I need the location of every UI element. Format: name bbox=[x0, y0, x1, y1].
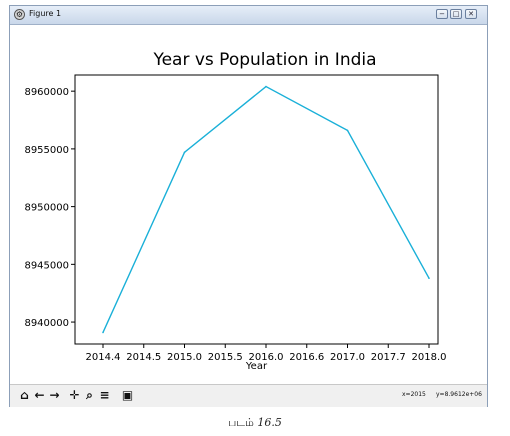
y-tick-label: 8955000 bbox=[24, 145, 69, 156]
y-axis: 8940000 8945000 8950000 8955000 8960000 bbox=[24, 87, 75, 329]
x-tick-label: 2015.5 bbox=[208, 352, 243, 363]
figure-caption: படம் 16.5 bbox=[0, 416, 510, 431]
zoom-icon[interactable]: ⌕ bbox=[86, 388, 93, 402]
data-point bbox=[346, 129, 349, 132]
caption-prefix: படம் bbox=[228, 416, 254, 429]
chart-title: Year vs Population in India bbox=[152, 50, 376, 70]
x-tick-label: 2017.0 bbox=[330, 352, 365, 363]
close-button[interactable]: ✕ bbox=[465, 9, 477, 19]
x-tick-label: 2017.7 bbox=[371, 352, 406, 363]
y-tick-label: 8940000 bbox=[24, 318, 69, 329]
series-group bbox=[102, 85, 430, 334]
figure-canvas[interactable]: Year vs Population in India 8940000 89450… bbox=[10, 25, 487, 384]
save-icon[interactable]: ▣ bbox=[121, 388, 134, 402]
caption-number: 16.5 bbox=[257, 416, 282, 429]
x-tick-label: 2015.0 bbox=[167, 352, 202, 363]
x-axis: 2014.4 2014.5 2015.0 2015.5 2016.0 2016.6 2017… bbox=[86, 344, 447, 363]
subplots-config-icon[interactable]: ≡ bbox=[99, 388, 110, 402]
y-tick-label: 8945000 bbox=[24, 260, 69, 271]
cursor-x-readout: x=2015 bbox=[402, 391, 426, 398]
forward-arrow-icon[interactable]: → bbox=[49, 388, 60, 402]
back-arrow-icon[interactable]: ← bbox=[34, 388, 45, 402]
x-tick-label: 2018.0 bbox=[412, 352, 447, 363]
data-point bbox=[265, 85, 267, 88]
app-icon: ⚙ bbox=[14, 9, 25, 20]
window-title: Figure 1 bbox=[29, 9, 62, 18]
cursor-y-readout: y=8.9612e+06 bbox=[436, 391, 482, 398]
pan-icon[interactable]: ✛ bbox=[69, 388, 80, 402]
x-tick-label: 2014.4 bbox=[86, 352, 121, 363]
minimize-button[interactable]: − bbox=[436, 9, 448, 19]
figure-window: ⚙ Figure 1 − □ ✕ Year vs Population in I… bbox=[9, 5, 488, 407]
title-bar: ⚙ Figure 1 − □ ✕ bbox=[10, 6, 487, 25]
y-tick-label: 8950000 bbox=[24, 203, 69, 214]
data-point bbox=[102, 331, 104, 334]
line-chart: Year vs Population in India 8940000 89450… bbox=[24, 50, 447, 372]
x-axis-label: Year bbox=[245, 361, 268, 372]
data-point bbox=[183, 151, 186, 154]
data-point bbox=[428, 277, 430, 279]
plot-area bbox=[74, 74, 439, 345]
x-tick-label: 2014.5 bbox=[126, 352, 161, 363]
maximize-button[interactable]: □ bbox=[450, 9, 462, 19]
home-icon[interactable]: ⌂ bbox=[20, 388, 29, 402]
navigation-toolbar: ⌂ ← → ✛ ⌕ ≡ ▣ x=2015 y=8.9612e+06 bbox=[10, 384, 487, 407]
y-tick-label: 8960000 bbox=[24, 87, 69, 98]
x-tick-label: 2016.6 bbox=[289, 352, 324, 363]
x-tick-label: 2016.0 bbox=[249, 352, 284, 363]
